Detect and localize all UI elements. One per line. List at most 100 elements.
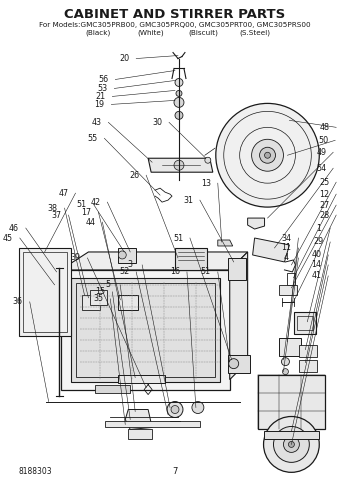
Text: 48: 48 bbox=[319, 123, 329, 132]
Text: 43: 43 bbox=[91, 118, 102, 127]
Circle shape bbox=[282, 369, 288, 375]
Text: 42: 42 bbox=[90, 198, 100, 207]
Text: 55: 55 bbox=[87, 134, 98, 143]
Bar bbox=[228, 355, 250, 372]
Text: 28: 28 bbox=[319, 211, 329, 220]
Polygon shape bbox=[230, 252, 248, 380]
Text: 47: 47 bbox=[58, 189, 69, 198]
Polygon shape bbox=[61, 252, 248, 270]
Text: 54: 54 bbox=[316, 164, 326, 173]
Circle shape bbox=[281, 358, 289, 366]
Text: (Biscuit): (Biscuit) bbox=[188, 29, 218, 36]
Text: 44: 44 bbox=[85, 217, 96, 227]
Text: 8188303: 8188303 bbox=[19, 467, 52, 476]
Text: 3: 3 bbox=[128, 260, 133, 270]
Text: 39: 39 bbox=[70, 254, 80, 262]
Polygon shape bbox=[248, 218, 265, 229]
Bar bbox=[299, 345, 317, 356]
Polygon shape bbox=[218, 240, 233, 246]
Circle shape bbox=[260, 147, 275, 163]
Bar bbox=[298, 316, 313, 330]
Polygon shape bbox=[125, 410, 152, 429]
Text: 20: 20 bbox=[119, 54, 129, 63]
Circle shape bbox=[205, 157, 211, 163]
Circle shape bbox=[265, 152, 271, 158]
Text: 36: 36 bbox=[13, 298, 23, 306]
Text: 13: 13 bbox=[201, 179, 211, 188]
Circle shape bbox=[118, 251, 126, 259]
Text: 16: 16 bbox=[170, 268, 180, 276]
Circle shape bbox=[167, 401, 183, 417]
Text: 1: 1 bbox=[316, 224, 321, 232]
Circle shape bbox=[288, 441, 294, 447]
Polygon shape bbox=[148, 158, 213, 172]
Text: 29: 29 bbox=[313, 238, 323, 246]
Text: 56: 56 bbox=[98, 75, 108, 84]
Bar bbox=[264, 431, 319, 440]
Text: 4: 4 bbox=[284, 254, 289, 262]
Text: 45: 45 bbox=[3, 233, 13, 242]
Circle shape bbox=[171, 406, 179, 413]
Polygon shape bbox=[118, 375, 165, 383]
Text: 51: 51 bbox=[201, 268, 211, 276]
Bar bbox=[19, 248, 71, 336]
Text: For Models:GMC305PRB00, GMC305PRQ00, GMC305PRT00, GMC305PRS00: For Models:GMC305PRB00, GMC305PRQ00, GMC… bbox=[39, 22, 311, 28]
Polygon shape bbox=[83, 295, 100, 310]
Polygon shape bbox=[279, 285, 298, 295]
Text: 46: 46 bbox=[9, 224, 19, 232]
Text: 15: 15 bbox=[95, 287, 105, 297]
Polygon shape bbox=[253, 238, 289, 262]
Text: 31: 31 bbox=[183, 196, 193, 205]
Text: 40: 40 bbox=[311, 251, 321, 259]
Text: 41: 41 bbox=[311, 271, 321, 281]
Polygon shape bbox=[96, 384, 130, 393]
Text: 35: 35 bbox=[93, 294, 104, 303]
Circle shape bbox=[176, 90, 182, 97]
Circle shape bbox=[229, 359, 239, 369]
Bar bbox=[258, 375, 325, 429]
Polygon shape bbox=[61, 270, 230, 390]
Bar bbox=[23, 252, 66, 332]
Text: (White): (White) bbox=[137, 29, 164, 36]
Text: 50: 50 bbox=[318, 136, 328, 145]
Text: 7: 7 bbox=[172, 467, 178, 476]
Circle shape bbox=[273, 426, 309, 462]
Text: 51: 51 bbox=[76, 199, 86, 209]
Text: 49: 49 bbox=[316, 148, 326, 157]
Text: CABINET AND STIRRER PARTS: CABINET AND STIRRER PARTS bbox=[64, 8, 286, 21]
Circle shape bbox=[175, 112, 183, 119]
Text: 26: 26 bbox=[129, 170, 139, 180]
Text: 14: 14 bbox=[311, 260, 321, 270]
Text: (Black): (Black) bbox=[86, 29, 111, 36]
Circle shape bbox=[252, 139, 284, 171]
Text: 27: 27 bbox=[319, 200, 329, 210]
Bar bbox=[175, 248, 207, 270]
Circle shape bbox=[174, 160, 184, 170]
Text: 52: 52 bbox=[119, 268, 130, 276]
Text: 37: 37 bbox=[51, 211, 62, 220]
Circle shape bbox=[192, 401, 204, 413]
Text: 19: 19 bbox=[94, 100, 104, 109]
Text: 11: 11 bbox=[281, 243, 292, 253]
Text: 51: 51 bbox=[173, 233, 183, 242]
Circle shape bbox=[216, 103, 319, 207]
Text: (S.Steel): (S.Steel) bbox=[240, 29, 271, 36]
Text: 34: 34 bbox=[281, 233, 292, 242]
Circle shape bbox=[174, 98, 184, 107]
Text: 17: 17 bbox=[82, 208, 91, 216]
Text: 25: 25 bbox=[319, 178, 329, 186]
Circle shape bbox=[175, 78, 183, 86]
Circle shape bbox=[264, 416, 319, 472]
Bar bbox=[279, 338, 301, 355]
Text: 30: 30 bbox=[152, 118, 162, 127]
Text: 12: 12 bbox=[319, 190, 329, 199]
Polygon shape bbox=[105, 422, 200, 427]
Polygon shape bbox=[71, 278, 220, 382]
Bar bbox=[299, 360, 317, 371]
Bar bbox=[118, 248, 136, 263]
Bar bbox=[128, 429, 152, 440]
Text: 21: 21 bbox=[95, 92, 105, 101]
Text: 38: 38 bbox=[48, 204, 58, 213]
Circle shape bbox=[284, 437, 299, 453]
Text: 53: 53 bbox=[97, 84, 107, 93]
